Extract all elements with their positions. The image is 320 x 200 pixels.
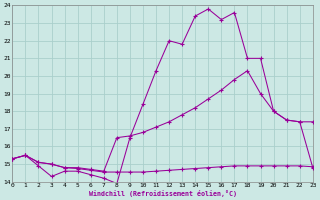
X-axis label: Windchill (Refroidissement éolien,°C): Windchill (Refroidissement éolien,°C) [89, 190, 236, 197]
